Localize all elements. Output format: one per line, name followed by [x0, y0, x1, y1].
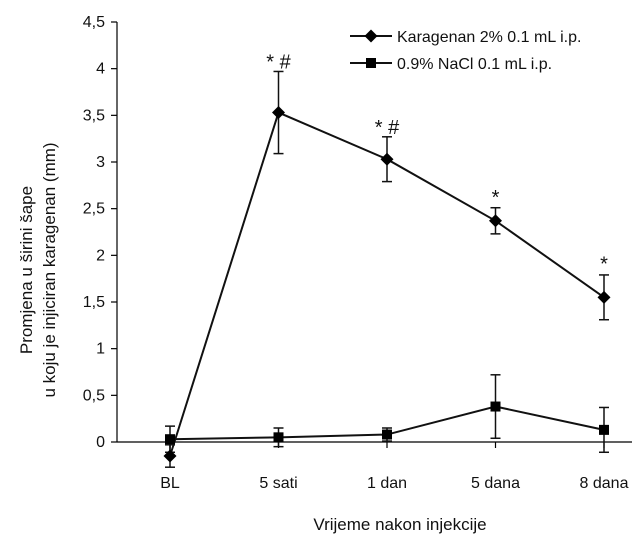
x-tick-label: 1 dan [367, 475, 407, 492]
x-tick-label: BL [160, 475, 180, 492]
axes [116, 22, 632, 443]
legend-label: 0.9% NaCl 0.1 mL i.p. [397, 56, 552, 73]
legend-label: Karagenan 2% 0.1 mL i.p. [397, 29, 581, 46]
legend-diamond-marker [364, 29, 378, 43]
square-marker [165, 434, 175, 445]
square-marker [382, 429, 392, 440]
y-tick-label: 1 [96, 341, 105, 358]
x-tick-label: 8 dana [580, 475, 629, 492]
square-marker [599, 424, 609, 435]
diamond-marker [272, 106, 285, 120]
y-tick-label: 4 [96, 61, 105, 78]
x-tick-label: 5 dana [471, 475, 520, 492]
x-tick-label: 5 sati [259, 475, 297, 492]
diamond-marker [597, 290, 611, 304]
y-axis-title-line-1: Promjena u širini šape [17, 186, 36, 354]
significance-annotation: * [492, 187, 500, 209]
y-tick-label: 1,5 [83, 294, 105, 311]
y-tick-label: 3 [96, 154, 105, 171]
diamond-marker [163, 449, 177, 463]
y-tick-label: 2 [96, 247, 105, 264]
significance-annotation: * # [266, 52, 291, 74]
legend: Karagenan 2% 0.1 mL i.p. 0.9% NaCl 0.1 mL… [350, 29, 581, 73]
square-marker [273, 432, 284, 443]
y-axis-title-line-2: u koju je injiciran karagenan (mm) [40, 142, 59, 397]
y-tick-label: 4,5 [83, 14, 105, 31]
y-ticks: 0 0,5 1 1,5 2 2,5 3 3,5 4 4,5 [83, 14, 117, 451]
diamond-marker [489, 214, 502, 228]
x-ticks: BL 5 sati 1 dan 5 dana 8 dana [160, 442, 629, 492]
legend-square-marker [366, 58, 376, 68]
y-tick-label: 0 [96, 434, 105, 451]
diamond-marker [380, 152, 394, 166]
y-tick-label: 3,5 [83, 107, 105, 124]
y-tick-label: 0,5 [83, 387, 105, 404]
significance-annotation: * # [375, 117, 400, 139]
x-axis-title: Vrijeme nakon injekcije [313, 515, 486, 534]
significance-annotation: * [600, 253, 608, 275]
y-tick-label: 2,5 [83, 201, 105, 218]
annotations: * # * # * * [266, 52, 608, 276]
square-marker [490, 401, 501, 412]
series-markers [163, 106, 611, 463]
